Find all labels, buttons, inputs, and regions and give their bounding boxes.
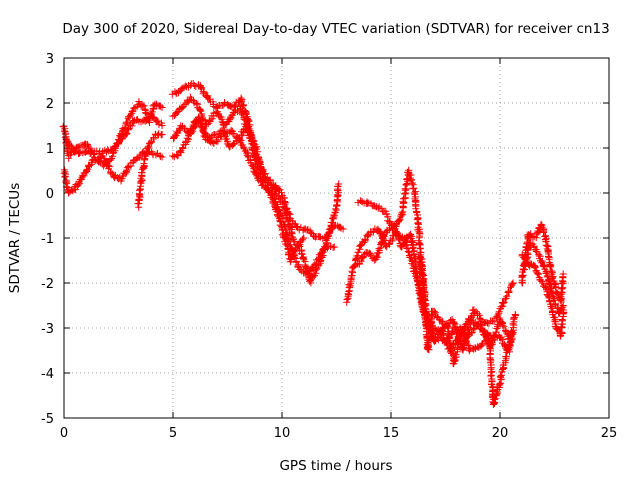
y-tick-label: -3 — [41, 322, 54, 337]
y-tick-label: -2 — [41, 277, 54, 292]
series-track-12 — [415, 253, 517, 408]
series-track-2 — [62, 112, 166, 158]
y-tick-label: 1 — [46, 142, 54, 157]
x-tick-label: 10 — [274, 426, 291, 441]
chart-title: Day 300 of 2020, Sidereal Day-to-day VTE… — [62, 21, 609, 37]
series-track-8 — [169, 117, 308, 266]
y-tick-label: -1 — [41, 232, 54, 247]
series-track-4 — [134, 130, 166, 211]
x-tick-labels: 0 5 10 15 20 25 — [60, 426, 617, 441]
x-tick-label: 20 — [492, 426, 509, 441]
x-tick-label: 25 — [601, 426, 618, 441]
series-markers — [134, 130, 166, 211]
x-tick-label: 5 — [169, 426, 177, 441]
series-track-1 — [59, 98, 166, 170]
series-track-15 — [520, 239, 567, 317]
x-tick-label: 15 — [383, 426, 400, 441]
series-markers — [62, 112, 166, 158]
series-markers — [415, 253, 517, 408]
plot-points — [59, 80, 568, 408]
series-markers — [520, 239, 567, 317]
y-tick-label: 3 — [46, 52, 54, 67]
y-tick-labels: -5 -4 -3 -2 -1 0 1 2 3 — [41, 52, 54, 427]
y-axis-label: SDTVAR / TECUs — [7, 183, 23, 293]
x-axis-label: GPS time / hours — [279, 458, 392, 474]
series-markers — [169, 117, 308, 266]
series-markers — [59, 98, 166, 170]
series-markers — [518, 251, 568, 340]
y-tick-label: 2 — [46, 97, 54, 112]
y-tick-label: -5 — [41, 412, 54, 427]
series-track-14 — [518, 251, 568, 340]
x-tick-label: 0 — [60, 426, 68, 441]
plot-frame — [63, 57, 610, 419]
y-tick-label: 0 — [46, 187, 54, 202]
y-tick-label: -4 — [41, 367, 54, 382]
